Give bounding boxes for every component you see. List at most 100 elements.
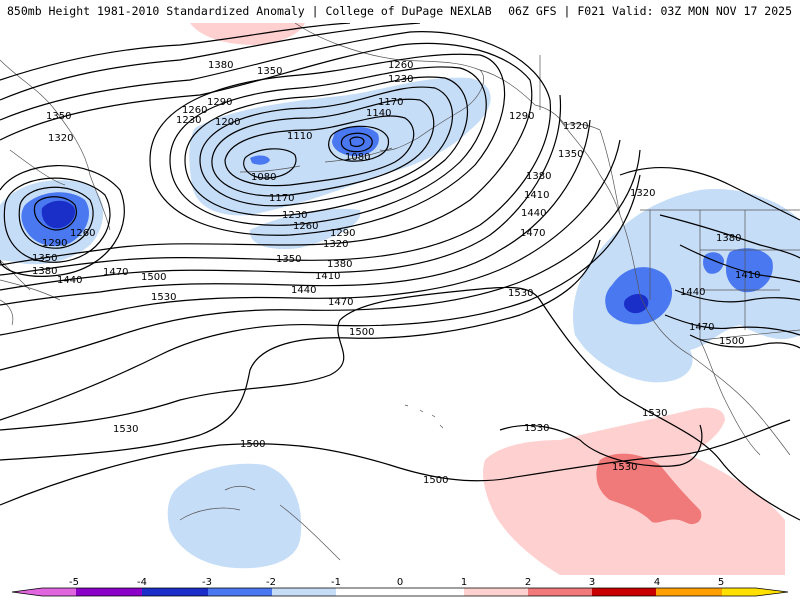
label-1320-us: 1320 bbox=[630, 188, 655, 199]
label-1410: 1410 bbox=[315, 271, 340, 282]
colorbar-seg-zero bbox=[336, 588, 464, 596]
contour-1110-east bbox=[328, 125, 389, 162]
colorbar-tick-pos2: 2 bbox=[525, 577, 531, 588]
colorbar-seg-neg2 bbox=[208, 588, 272, 596]
colorbar-tick-pos4: 4 bbox=[654, 577, 660, 588]
label-1500-south-a: 1500 bbox=[240, 439, 265, 450]
contour-1170 bbox=[199, 86, 454, 207]
south-pacific-islands bbox=[179, 485, 341, 561]
contour-1380 bbox=[0, 23, 591, 306]
label-1500-south-b: 1500 bbox=[423, 475, 448, 486]
pacific-northwest-coastline bbox=[599, 129, 791, 456]
contour-1500-west-us bbox=[689, 334, 800, 349]
label-1290-west: 1290 bbox=[42, 238, 67, 249]
colorbar-outline bbox=[11, 587, 789, 597]
label-1260: 1260 bbox=[388, 60, 413, 71]
contour-1320-west-us bbox=[619, 166, 800, 221]
contour-1470-west-us bbox=[664, 314, 800, 336]
label-1350-west: 1350 bbox=[46, 111, 71, 122]
label-1320: 1320 bbox=[323, 239, 348, 250]
colorbar-tick-neg4: -4 bbox=[137, 577, 147, 588]
colorbar-seg-pos2 bbox=[528, 588, 592, 596]
label-1290: 1290 bbox=[207, 97, 232, 108]
label-1290-east: 1290 bbox=[509, 111, 534, 122]
label-1530-south-a: 1530 bbox=[642, 408, 667, 419]
contour-1230 bbox=[169, 66, 487, 226]
label-1260-c: 1260 bbox=[293, 221, 318, 232]
label-1380-west: 1380 bbox=[32, 266, 57, 277]
baja-coastline bbox=[699, 339, 761, 456]
contour-wp-1290 bbox=[18, 186, 94, 249]
contour-1500-south bbox=[0, 419, 791, 506]
colorbar-seg-neg5 bbox=[42, 588, 76, 596]
colorbar-seg-pos3 bbox=[592, 588, 656, 596]
label-1350-b: 1350 bbox=[276, 254, 301, 265]
anomaly-neg3-california bbox=[623, 294, 649, 314]
label-1380-us: 1380 bbox=[716, 233, 741, 244]
height-contours bbox=[0, 23, 800, 521]
anomaly-neg1-aleutian-tail bbox=[249, 208, 361, 250]
label-1230-b: 1230 bbox=[176, 115, 201, 126]
label-1350: 1350 bbox=[257, 66, 282, 77]
colorbar-seg-pos4 bbox=[656, 588, 722, 596]
colorbar-tick-pos1: 1 bbox=[461, 577, 467, 588]
map-title: 850mb Height 1981-2010 Standardized Anom… bbox=[7, 4, 492, 18]
label-1440-us: 1440 bbox=[680, 287, 705, 298]
british-columbia-coastline bbox=[559, 119, 621, 216]
label-1200: 1200 bbox=[215, 117, 240, 128]
label-1440-east: 1440 bbox=[521, 208, 546, 219]
kuril-coastline bbox=[0, 149, 66, 326]
anomaly-neg2-rockies bbox=[726, 248, 773, 293]
label-1290-b: 1290 bbox=[330, 228, 355, 239]
label-1470-east: 1470 bbox=[520, 228, 545, 239]
colorbar-segments bbox=[11, 587, 789, 597]
contour-1440-west-us bbox=[674, 289, 800, 303]
contour-1080-inner bbox=[349, 136, 365, 147]
colorbar-tick-neg3: -3 bbox=[202, 577, 212, 588]
colorbar-tick-neg1: -1 bbox=[331, 577, 341, 588]
contour-1440 bbox=[0, 149, 641, 371]
label-1530-b: 1530 bbox=[151, 292, 176, 303]
label-1440-west: 1440 bbox=[57, 275, 82, 286]
colorbar: -5 -4 -3 -2 -1 0 1 2 3 4 5 bbox=[0, 575, 800, 600]
colorbar-seg-neg4 bbox=[76, 588, 142, 596]
contour-1080-east bbox=[340, 132, 373, 153]
label-1260-west: 1260 bbox=[70, 228, 95, 239]
contour-1200 bbox=[184, 76, 468, 217]
anomaly-neg2-aleutian-west bbox=[250, 155, 270, 165]
contour-1110 bbox=[224, 115, 415, 187]
header-bar: 850mb Height 1981-2010 Standardized Anom… bbox=[0, 0, 800, 22]
label-1350-east: 1350 bbox=[558, 149, 583, 160]
label-1380-east: 1380 bbox=[526, 171, 551, 182]
contour-1410 bbox=[0, 139, 621, 336]
label-1230: 1230 bbox=[388, 74, 413, 85]
colorbar-seg-neg1 bbox=[272, 588, 336, 596]
label-1530-west: 1530 bbox=[113, 424, 138, 435]
label-1320-east: 1320 bbox=[563, 121, 588, 132]
contour-1320 bbox=[0, 31, 551, 276]
contour-1500 bbox=[0, 239, 601, 461]
contour-1350 bbox=[0, 23, 562, 291]
anomaly-neg1-west-us bbox=[572, 189, 800, 383]
label-1410-east: 1410 bbox=[524, 190, 549, 201]
colorbar-seg-neg3 bbox=[142, 588, 208, 596]
label-1440: 1440 bbox=[291, 285, 316, 296]
anomaly-shading bbox=[0, 23, 800, 575]
label-1140: 1140 bbox=[366, 108, 391, 119]
label-1170-b: 1170 bbox=[269, 193, 294, 204]
label-1110: 1110 bbox=[287, 131, 312, 142]
anomaly-neg1-south-pacific bbox=[167, 463, 302, 569]
label-1500: 1500 bbox=[349, 327, 374, 338]
colorbar-arrow-right bbox=[756, 588, 788, 596]
label-1530-south-b: 1530 bbox=[524, 423, 549, 434]
anomaly-pos2-east-pacific bbox=[596, 453, 702, 525]
colorbar-arrow-left bbox=[12, 588, 42, 596]
canada-mexico-borders bbox=[640, 209, 800, 341]
label-1260-b: 1260 bbox=[182, 105, 207, 116]
colorbar-tick-pos3: 3 bbox=[589, 577, 595, 588]
colorbar-tick-neg5: -5 bbox=[69, 577, 79, 588]
label-1470-us: 1470 bbox=[689, 322, 714, 333]
label-1410-us: 1410 bbox=[735, 270, 760, 281]
label-1470: 1470 bbox=[328, 297, 353, 308]
label-1380: 1380 bbox=[208, 60, 233, 71]
